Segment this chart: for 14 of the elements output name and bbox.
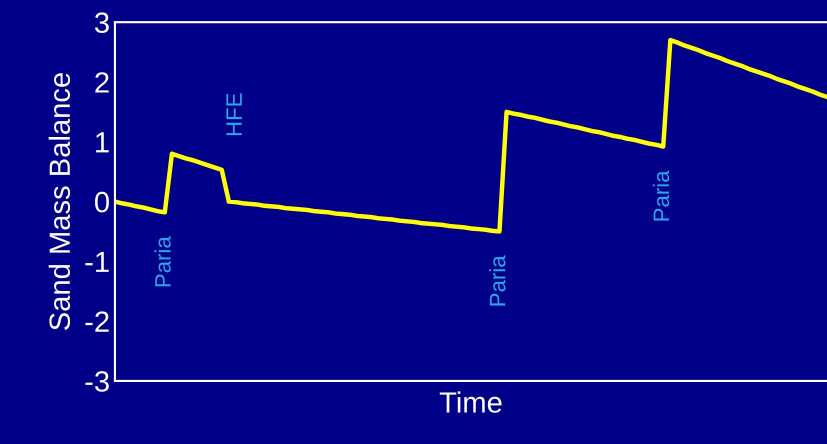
y-tick-label: 2 [95, 72, 109, 93]
annotation: Paria [652, 170, 670, 221]
y-tick-label: 1 [96, 132, 109, 152]
line-series [114, 38, 827, 234]
annotation: HFE [226, 94, 242, 136]
y-tick-label: -3 [85, 371, 109, 392]
y-tick-label: 3 [94, 12, 109, 34]
y-tick-label: -2 [85, 311, 109, 332]
annotation: Paria [489, 255, 506, 306]
y-axis-title: Sand Mass Balance [48, 73, 70, 330]
y-tick-label: 0 [95, 192, 109, 212]
y-tick-label: -1 [85, 252, 109, 272]
x-axis-title: Time [440, 391, 502, 413]
annotation: Paria [154, 236, 171, 286]
